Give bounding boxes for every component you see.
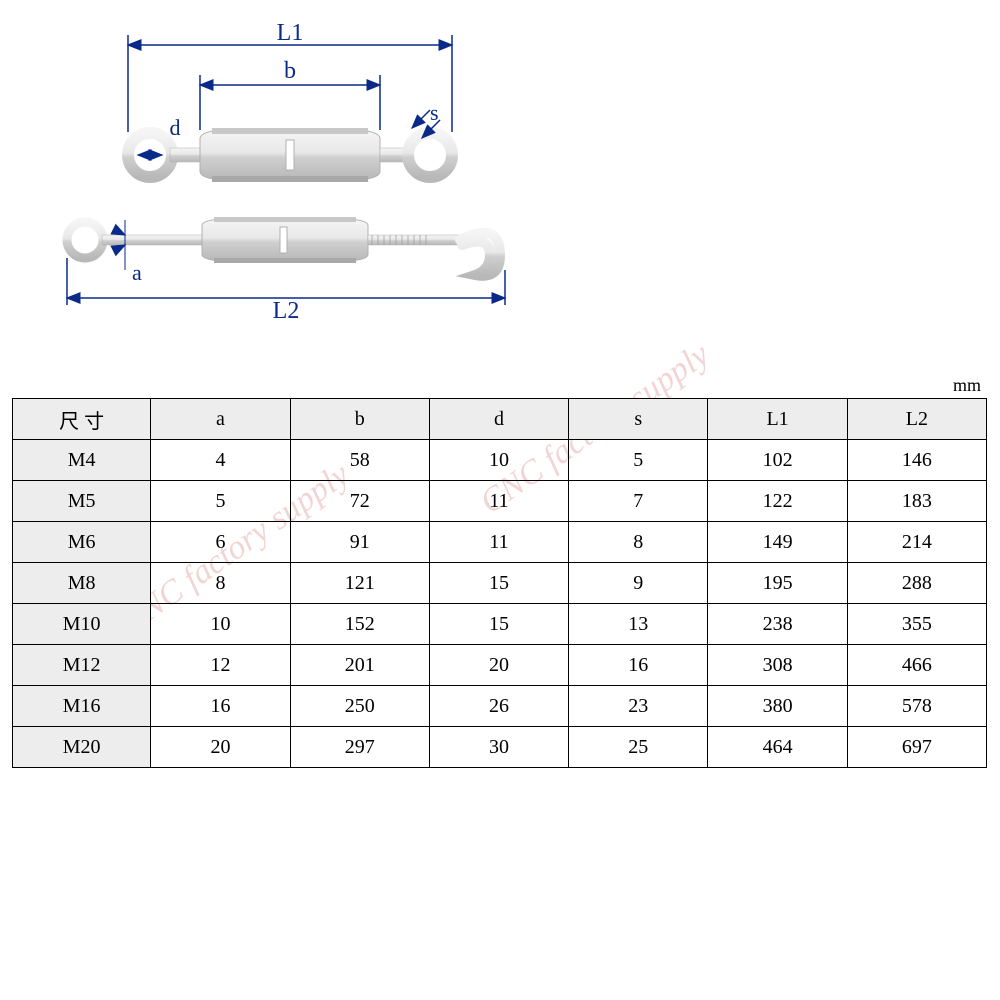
data-cell: 26	[429, 686, 568, 727]
data-cell: 91	[290, 522, 429, 563]
data-cell: 102	[708, 440, 847, 481]
data-cell: 121	[290, 563, 429, 604]
col-header: b	[290, 399, 429, 440]
data-cell: 152	[290, 604, 429, 645]
table-row: M20202973025464697	[13, 727, 987, 768]
data-cell: 195	[708, 563, 847, 604]
data-cell: 11	[429, 522, 568, 563]
size-cell: M5	[13, 481, 151, 522]
size-cell: M4	[13, 440, 151, 481]
dim-label-L2: L2	[273, 298, 300, 320]
size-cell: M20	[13, 727, 151, 768]
data-cell: 10	[429, 440, 568, 481]
data-cell: 7	[569, 481, 708, 522]
data-cell: 15	[429, 563, 568, 604]
data-cell: 697	[847, 727, 986, 768]
data-cell: 72	[290, 481, 429, 522]
size-cell: M6	[13, 522, 151, 563]
data-cell: 308	[708, 645, 847, 686]
col-header: L2	[847, 399, 986, 440]
col-header: L1	[708, 399, 847, 440]
table-row: M12122012016308466	[13, 645, 987, 686]
col-header: d	[429, 399, 568, 440]
data-cell: 12	[151, 645, 290, 686]
data-cell: 30	[429, 727, 568, 768]
dim-label-s: s	[430, 100, 439, 125]
data-cell: 5	[569, 440, 708, 481]
data-cell: 288	[847, 563, 986, 604]
col-header: 尺 寸	[13, 399, 151, 440]
dimension-diagram: L1 b d s a L2	[30, 20, 550, 320]
dim-label-d: d	[170, 115, 181, 140]
table-row: M88121159195288	[13, 563, 987, 604]
data-cell: 122	[708, 481, 847, 522]
data-cell: 5	[151, 481, 290, 522]
data-cell: 464	[708, 727, 847, 768]
dim-label-L1: L1	[277, 20, 304, 46]
data-cell: 6	[151, 522, 290, 563]
table-header-row: 尺 寸 a b d s L1 L2	[13, 399, 987, 440]
data-cell: 214	[847, 522, 986, 563]
data-cell: 201	[290, 645, 429, 686]
size-cell: M16	[13, 686, 151, 727]
data-cell: 238	[708, 604, 847, 645]
unit-label: mm	[12, 375, 987, 398]
data-cell: 8	[569, 522, 708, 563]
dim-label-a: a	[132, 260, 142, 285]
data-cell: 466	[847, 645, 986, 686]
data-cell: 146	[847, 440, 986, 481]
data-cell: 15	[429, 604, 568, 645]
size-cell: M10	[13, 604, 151, 645]
data-cell: 149	[708, 522, 847, 563]
data-cell: 183	[847, 481, 986, 522]
data-cell: 297	[290, 727, 429, 768]
data-cell: 23	[569, 686, 708, 727]
size-cell: M12	[13, 645, 151, 686]
data-cell: 20	[429, 645, 568, 686]
data-cell: 16	[569, 645, 708, 686]
dim-label-b: b	[284, 58, 296, 84]
data-cell: 380	[708, 686, 847, 727]
data-cell: 10	[151, 604, 290, 645]
data-cell: 25	[569, 727, 708, 768]
data-cell: 11	[429, 481, 568, 522]
col-header: a	[151, 399, 290, 440]
col-header: s	[569, 399, 708, 440]
table-row: M5572117122183	[13, 481, 987, 522]
data-cell: 16	[151, 686, 290, 727]
data-cell: 8	[151, 563, 290, 604]
spec-table-container: mm 尺 寸 a b d s L1 L2 M4458105102146M5572…	[12, 375, 987, 768]
data-cell: 20	[151, 727, 290, 768]
table-row: M10101521513238355	[13, 604, 987, 645]
data-cell: 4	[151, 440, 290, 481]
table-row: M6691118149214	[13, 522, 987, 563]
table-row: M16162502623380578	[13, 686, 987, 727]
data-cell: 578	[847, 686, 986, 727]
table-row: M4458105102146	[13, 440, 987, 481]
data-cell: 250	[290, 686, 429, 727]
data-cell: 13	[569, 604, 708, 645]
data-cell: 58	[290, 440, 429, 481]
data-cell: 9	[569, 563, 708, 604]
spec-table: 尺 寸 a b d s L1 L2 M4458105102146M5572117…	[12, 398, 987, 768]
data-cell: 355	[847, 604, 986, 645]
size-cell: M8	[13, 563, 151, 604]
